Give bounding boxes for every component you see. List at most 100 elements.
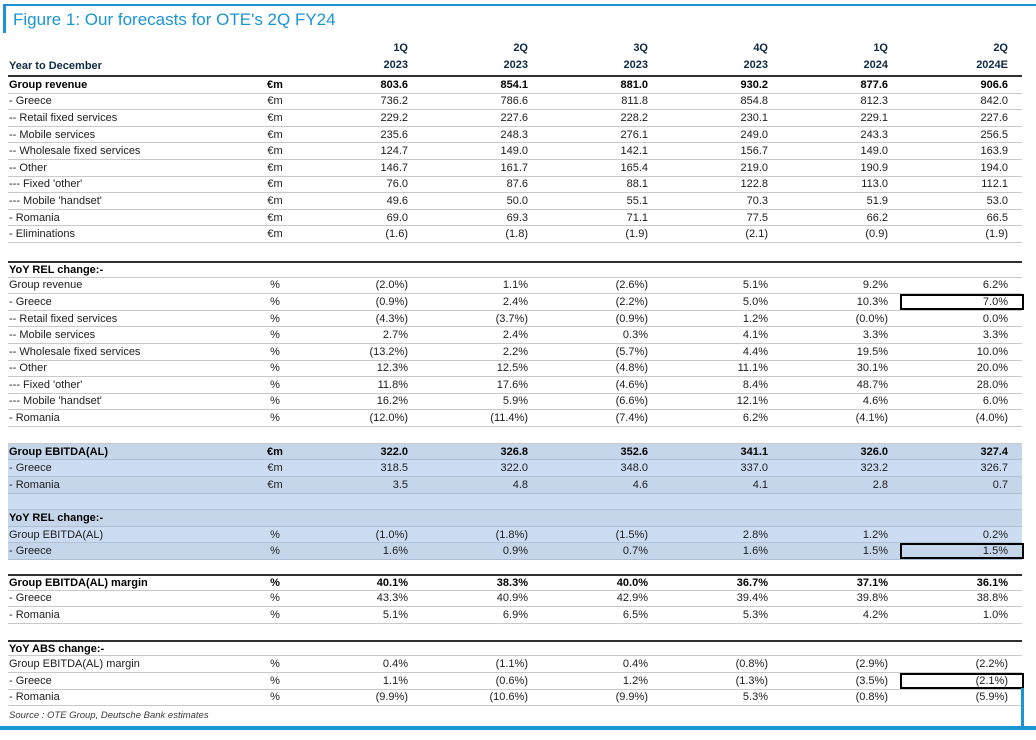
- table-row: Group EBITDA(AL) margin% 40.1% 38.3% 40.0% 3…: [8, 574, 1022, 591]
- table-row: - Greece €m 318.5 322.0 348.0 337.0 323.2 326.7: [8, 460, 1022, 478]
- value-cell: 66.2: [866, 211, 888, 224]
- value-cell: 322.0: [380, 445, 408, 458]
- column-header: 2Q 2024E: [902, 40, 1022, 74]
- quarter-label: 2Q: [513, 42, 528, 54]
- quarter-label: 4Q: [753, 42, 768, 54]
- value-cell: 0.4%: [382, 658, 408, 671]
- row-label: --- Fixed 'other': [9, 378, 83, 391]
- value-cell: (11.4%): [490, 412, 528, 425]
- value-cell: 906.6: [980, 78, 1008, 91]
- value-cell: 4.6: [632, 478, 648, 491]
- table-row: Group EBITDA(AL) margin% 0.4% (1.1%) 0.4% (0…: [8, 656, 1022, 673]
- value-cell: 2.8: [872, 478, 888, 491]
- quarter-label: 1Q: [393, 42, 408, 54]
- column-header: 2Q 2023: [422, 40, 542, 74]
- value-cell: 5.9%: [502, 395, 528, 408]
- table-row: --- Mobile 'handset' €m 49.6 50.0 55.1 70.3 51…: [8, 193, 1022, 210]
- value-cell: 69.0: [386, 211, 408, 224]
- value-cell: 190.9: [860, 161, 888, 174]
- value-cell: (2.9%): [855, 658, 888, 671]
- row-label: -- Mobile services: [9, 128, 96, 141]
- row-label: - Greece: [9, 545, 52, 558]
- unit-cell: €m: [267, 211, 283, 224]
- table-row: -- Other% 12.3% 12.5% (4.8%) 11.1% 30.1% 20.0%: [8, 361, 1022, 378]
- value-cell: (3.5%): [855, 674, 888, 687]
- value-cell: 3.3%: [982, 329, 1008, 342]
- value-cell: 165.4: [620, 161, 648, 174]
- row-label: - Greece: [9, 674, 52, 687]
- value-cell: 1.0%: [982, 609, 1008, 622]
- forecast-table: Year to December 1Q 2023 2Q 2023 3Q 2023 4Q 202…: [8, 40, 1024, 721]
- column-header: 4Q 2023: [662, 40, 782, 74]
- column-header: 1Q 2024: [782, 40, 902, 74]
- value-cell: (1.9): [985, 228, 1008, 241]
- value-cell: 323.2: [860, 462, 888, 475]
- value-cell: 36.1%: [976, 576, 1008, 589]
- value-cell: 163.9: [980, 145, 1008, 158]
- value-cell: 11.1%: [737, 362, 768, 375]
- value-cell: 786.6: [500, 95, 528, 108]
- unit-cell: €m: [267, 194, 283, 207]
- value-cell: 2.2%: [502, 345, 528, 358]
- boxed-value-cell: 7.0%: [900, 293, 1024, 310]
- unit-cell: %: [270, 658, 280, 671]
- value-cell: 877.6: [860, 78, 888, 91]
- row-label: -- Mobile services: [9, 329, 96, 342]
- row-label: - Greece: [9, 462, 52, 475]
- value-cell: (2.6%): [615, 279, 648, 292]
- value-cell: 37.1%: [856, 576, 888, 589]
- unit-cell: %: [270, 345, 280, 358]
- unit-cell: %: [270, 528, 280, 541]
- value-cell: 124.7: [380, 145, 408, 158]
- value-cell: (1.8): [505, 228, 528, 241]
- value-cell: 811.8: [621, 95, 648, 108]
- value-cell: 348.0: [620, 462, 648, 475]
- row-label: -- Other: [9, 161, 47, 174]
- section-group-revenue: Group revenue €m 803.6 854.1 881.0 930.2 877.6…: [8, 77, 1022, 243]
- unit-cell: €m: [267, 445, 283, 458]
- value-cell: 12.3%: [376, 362, 408, 375]
- value-cell: 842.0: [980, 95, 1008, 108]
- row-label: Group revenue: [9, 78, 88, 91]
- value-cell: 19.5%: [856, 345, 888, 358]
- value-cell: 930.2: [740, 78, 768, 91]
- table-row: --- Fixed 'other' €m 76.0 87.6 88.1 122.8 113.…: [8, 177, 1022, 194]
- value-cell: (1.3%): [735, 674, 768, 687]
- value-cell: 6.2%: [742, 412, 768, 425]
- unit-cell: €m: [267, 478, 283, 491]
- row-label: Group EBITDA(AL) margin: [9, 658, 140, 671]
- value-cell: 229.1: [860, 111, 888, 124]
- unit-cell: €m: [267, 111, 283, 124]
- value-cell: 112.1: [981, 178, 1008, 191]
- corner-label: Year to December: [9, 60, 102, 72]
- unit-cell: €m: [267, 95, 283, 108]
- year-label: 2024E: [976, 59, 1008, 71]
- value-cell: 337.0: [740, 462, 768, 475]
- table-row: - Greece €m 736.2 786.6 811.8 854.8 812.3 842.0: [8, 94, 1022, 111]
- row-label: -- Retail fixed services: [9, 111, 118, 124]
- row-label: - Greece: [9, 95, 52, 108]
- value-cell: 5.1%: [742, 279, 768, 292]
- table-row: -- Other €m 146.7 161.7 165.4 219.0 190.9 194.0: [8, 160, 1022, 177]
- value-cell: 161.7: [500, 161, 528, 174]
- section-gap: [8, 427, 1022, 443]
- value-cell: 50.0: [506, 194, 528, 207]
- row-label: - Romania: [9, 412, 60, 425]
- boxed-value-cell: (2.1%): [900, 672, 1024, 689]
- value-cell: 0.3%: [622, 329, 648, 342]
- section-yoy-rel-revenue: YoY REL change:- Group revenue% (2.0%) 1.1%…: [8, 260, 1024, 427]
- unit-cell: %: [270, 395, 280, 408]
- value-cell: 17.6%: [496, 378, 528, 391]
- value-cell: (1.1%): [495, 658, 528, 671]
- value-cell: (0.9): [865, 228, 888, 241]
- value-cell: (4.8%): [615, 362, 648, 375]
- value-cell: 76.0: [386, 178, 408, 191]
- value-cell: (2.0%): [375, 279, 408, 292]
- table-row: - Greece% 1.6% 0.9% 0.7% 1.6% 1.5% 1.5%: [8, 543, 1024, 561]
- value-cell: 6.9%: [502, 609, 528, 622]
- value-cell: 77.5: [746, 211, 768, 224]
- quarter-label: 1Q: [873, 42, 888, 54]
- value-cell: 228.2: [620, 111, 648, 124]
- value-cell: 40.9%: [496, 592, 528, 605]
- value-cell: (9.9%): [375, 691, 408, 704]
